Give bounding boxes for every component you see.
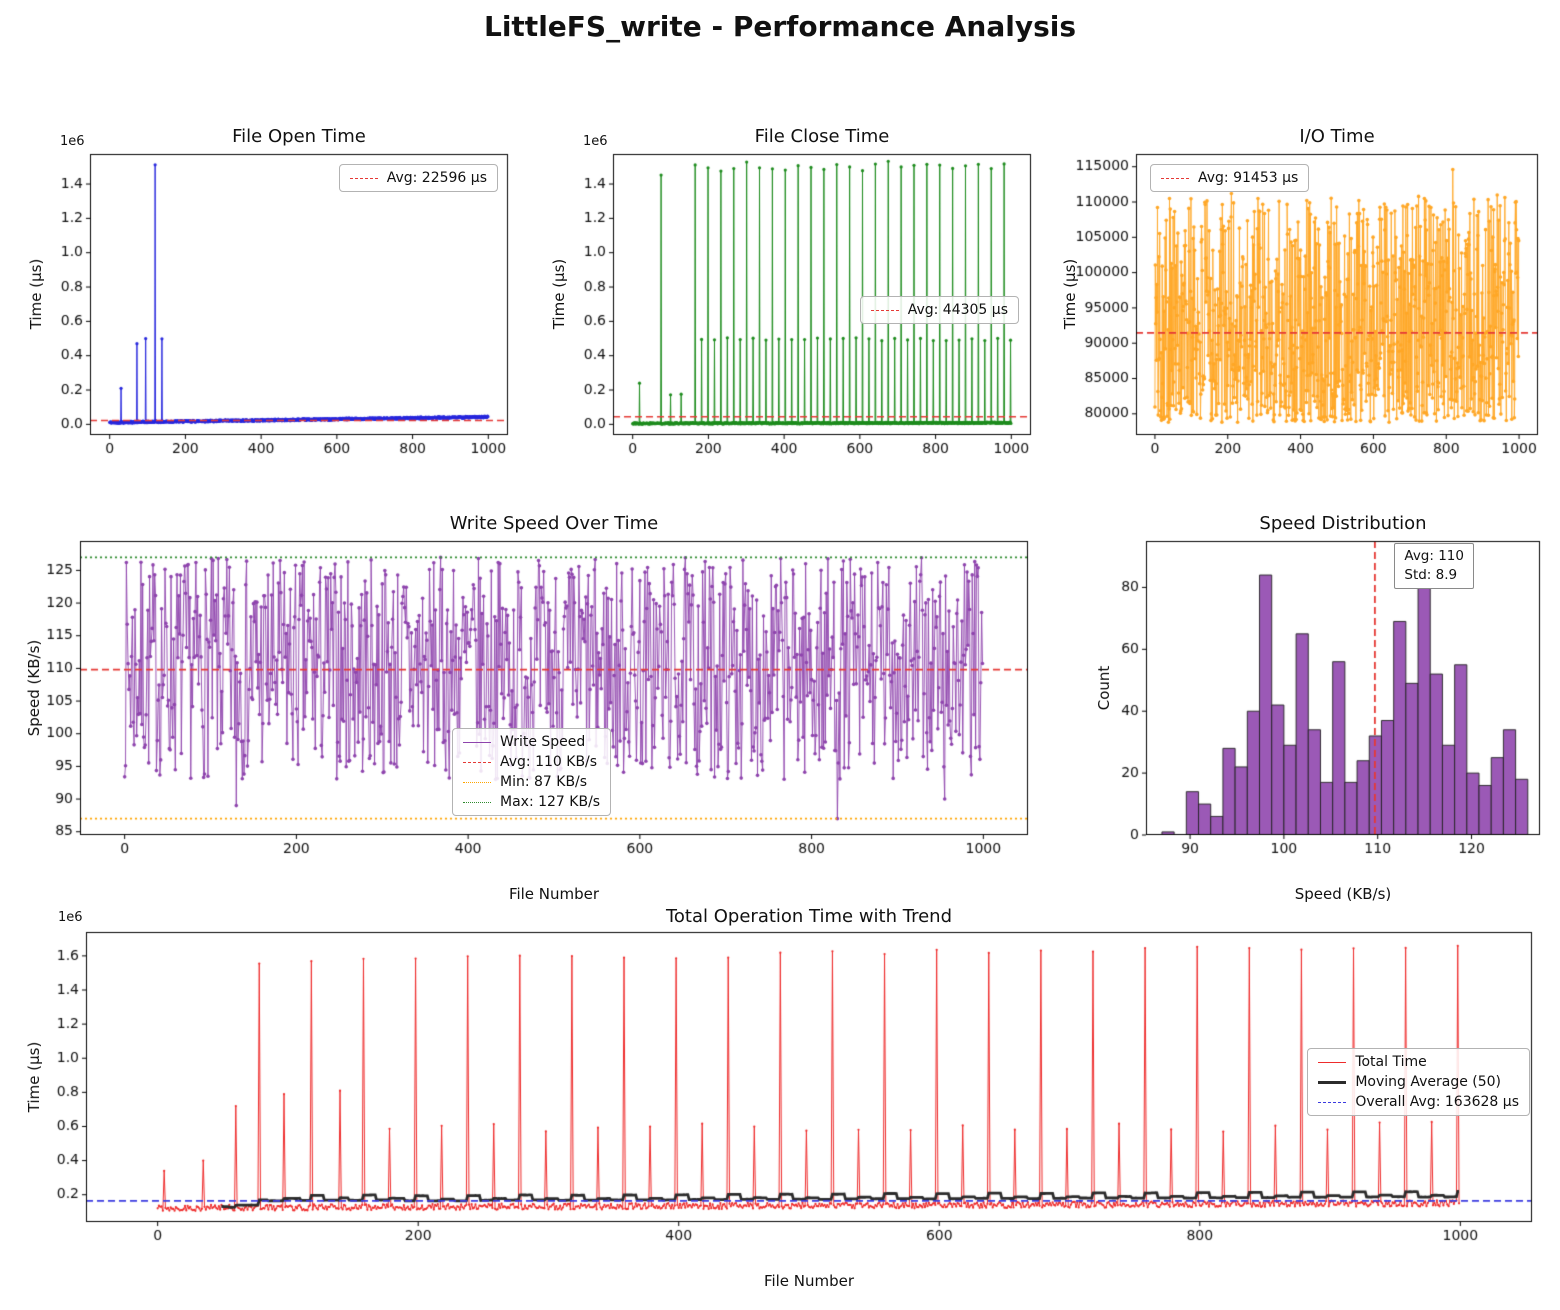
stats-std: Std: 8.9: [1404, 566, 1458, 583]
legend-total-time: Total Time Moving Average (50) Overall A…: [1307, 1048, 1530, 1116]
legend-item: Max: 127 KB/s: [463, 794, 600, 810]
speed-distribution-canvas: [1090, 505, 1552, 913]
total-operation-time-canvas: [22, 898, 1550, 1298]
legend-item: Avg: 22596 µs: [349, 170, 487, 186]
legend-swatch-max-line: [463, 801, 491, 803]
legend-swatch-total-time-line: [1318, 1061, 1347, 1063]
plot-title-total-time: Total Operation Time with Trend: [665, 906, 952, 927]
stats-annotation: Avg: 110 Std: 8.9: [1394, 543, 1474, 589]
legend-item: Avg: 44305 µs: [870, 302, 1008, 318]
plot-write-speed: Write Speed Over Time Speed (KB/s) File …: [22, 505, 1044, 913]
y-axis-label: Time (µs): [25, 1041, 43, 1113]
stats-avg: Avg: 110: [1404, 548, 1464, 564]
legend-item: Write Speed: [463, 734, 600, 750]
legend-swatch-moving-average-line: [1318, 1080, 1347, 1084]
y-axis-label: Speed (KB/s): [25, 639, 43, 737]
legend-swatch-avg-line: [349, 177, 378, 179]
legend-io-time: Avg: 91453 µs: [1150, 164, 1310, 192]
legend-label: Avg: 110 KB/s: [500, 754, 598, 770]
plot-speed-distribution: Speed Distribution Count Speed (KB/s) Av…: [1090, 505, 1552, 913]
legend-label: Moving Average (50): [1355, 1074, 1502, 1090]
legend-item: Total Time: [1318, 1054, 1519, 1070]
legend-item: Moving Average (50): [1318, 1074, 1519, 1090]
legend-file-close: Avg: 44305 µs: [859, 296, 1019, 324]
plot-title-speed-distribution: Speed Distribution: [1259, 513, 1427, 534]
y-axis-label: Count: [1095, 665, 1113, 711]
legend-item: Overall Avg: 163628 µs: [1318, 1094, 1519, 1110]
plot-title-io-time: I/O Time: [1299, 126, 1375, 147]
legend-label: Min: 87 KB/s: [500, 774, 588, 790]
legend-swatch-avg-line: [1161, 177, 1189, 179]
legend-swatch-write-speed-line: [463, 741, 491, 743]
plot-file-close-time: File Close Time 1e6 Time (µs) Avg: 44305…: [545, 118, 1045, 483]
y-offset-label: 1e6: [58, 910, 83, 925]
plot-total-operation-time: Total Operation Time with Trend 1e6 Time…: [22, 898, 1550, 1298]
legend-item: Min: 87 KB/s: [463, 774, 600, 790]
legend-label: Total Time: [1355, 1054, 1427, 1070]
plot-io-time: I/O Time Time (µs) Avg: 91453 µs: [1058, 118, 1550, 483]
legend-label: Max: 127 KB/s: [500, 794, 601, 810]
y-axis-label: Time (µs): [550, 258, 568, 330]
y-axis-label: Time (µs): [1061, 258, 1079, 330]
y-offset-label: 1e6: [60, 134, 85, 149]
legend-label: Avg: 44305 µs: [907, 302, 1008, 318]
plot-title-file-open: File Open Time: [232, 126, 366, 147]
legend-item: Avg: 110 KB/s: [463, 754, 600, 770]
legend-swatch-avg-line: [463, 761, 491, 763]
legend-item: Avg: 91453 µs: [1161, 170, 1298, 186]
legend-swatch-min-line: [463, 781, 491, 783]
legend-label: Avg: 22596 µs: [386, 170, 487, 186]
x-axis-label: File Number: [763, 1272, 855, 1290]
legend-file-open: Avg: 22596 µs: [338, 164, 498, 192]
page-title: LittleFS_write - Performance Analysis: [483, 10, 1077, 43]
legend-label: Write Speed: [500, 734, 586, 750]
legend-swatch-avg-line: [870, 309, 899, 311]
legend-swatch-overall-avg-line: [1318, 1101, 1347, 1103]
y-axis-label: Time (µs): [27, 258, 45, 330]
legend-label: Avg: 91453 µs: [1198, 170, 1299, 186]
legend-write-speed: Write Speed Avg: 110 KB/s Min: 87 KB/s M…: [452, 728, 612, 816]
plot-title-write-speed: Write Speed Over Time: [449, 513, 659, 534]
legend-label: Overall Avg: 163628 µs: [1355, 1094, 1519, 1110]
plot-file-open-time: File Open Time 1e6 Time (µs) Avg: 22596 …: [22, 118, 522, 483]
write-speed-canvas: [22, 505, 1044, 913]
y-offset-label: 1e6: [583, 134, 608, 149]
plot-title-file-close: File Close Time: [754, 126, 890, 147]
